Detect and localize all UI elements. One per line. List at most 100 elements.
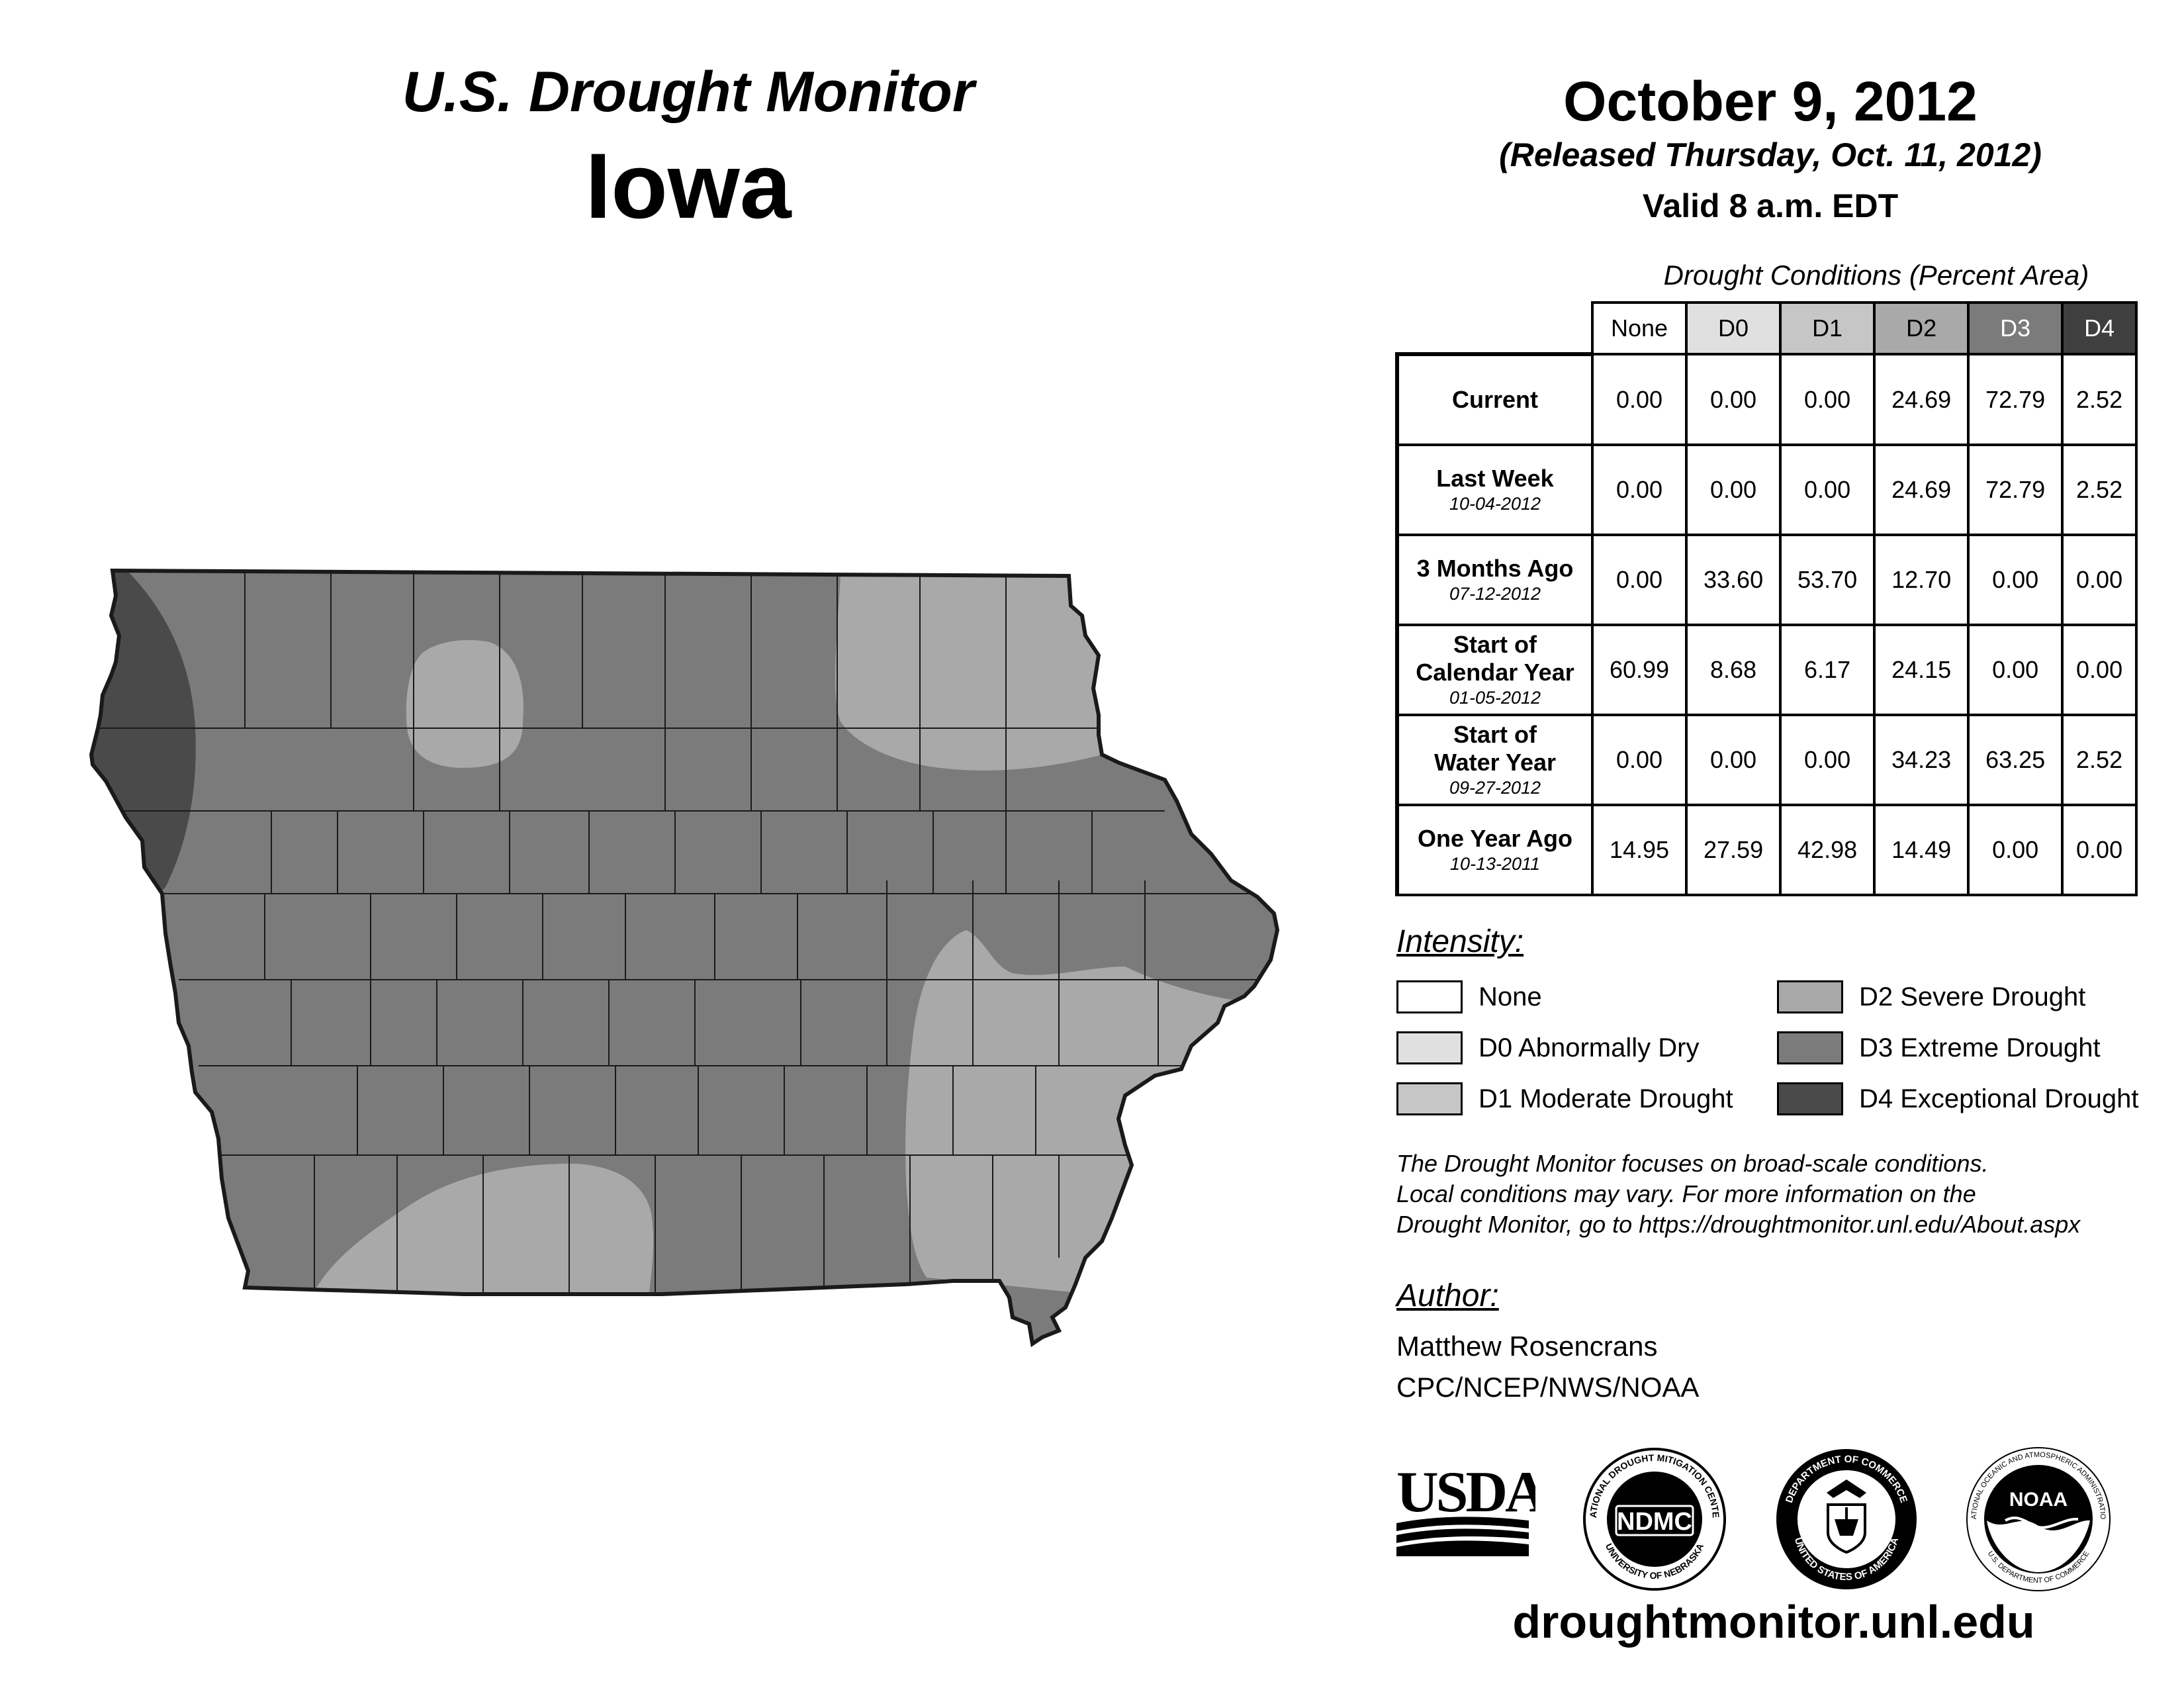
column-header-d4: D4: [2061, 301, 2138, 355]
table-cell: 2.52: [2061, 444, 2138, 536]
legend-swatch: [1396, 1031, 1463, 1064]
ndmc-logo: NATIONAL DROUGHT MITIGATION CENTER UNIVE…: [1582, 1446, 1726, 1591]
table-cell: 0.00: [1779, 444, 1876, 536]
table-cell: 0.00: [1967, 804, 2064, 896]
legend-label: D3 Extreme Drought: [1859, 1033, 2101, 1062]
table-cell: 12.70: [1873, 534, 1970, 626]
legend-swatch: [1777, 1031, 1843, 1064]
d3-extreme-drought-area: [91, 571, 1277, 1344]
table-cell: 33.60: [1685, 534, 1782, 626]
author-org: CPC/NCEP/NWS/NOAA: [1396, 1372, 1700, 1403]
state-name: Iowa: [585, 134, 792, 238]
table-cell: 72.79: [1967, 353, 2064, 446]
table-cell: 0.00: [2061, 804, 2138, 896]
table-cell: 0.00: [1590, 444, 1688, 536]
legend-item-d2: D2 Severe Drought: [1777, 978, 2085, 1015]
author-name: Matthew Rosencrans: [1396, 1331, 1658, 1362]
column-header-d2: D2: [1873, 301, 1970, 355]
table-cell: 0.00: [1685, 444, 1782, 536]
usda-logo: USDA: [1396, 1460, 1535, 1556]
author-info: Matthew Rosencrans CPC/NCEP/NWS/NOAA: [1396, 1326, 1699, 1408]
svg-text:USDA: USDA: [1396, 1460, 1535, 1524]
legend-swatch: [1396, 1082, 1463, 1115]
row-label: Start of Calendar Year 01-05-2012: [1395, 624, 1594, 716]
table-cell: 2.52: [2061, 353, 2138, 446]
author-title: Author:: [1396, 1278, 1499, 1313]
row-label: Current: [1395, 353, 1594, 446]
table-cell: 0.00: [1590, 534, 1688, 626]
svg-text:NOAA: NOAA: [2009, 1489, 2068, 1511]
legend-swatch: [1777, 980, 1843, 1013]
table-cell: 0.00: [1779, 714, 1876, 806]
legend-swatch: [1396, 980, 1463, 1013]
legend-item-d4: D4 Exceptional Drought: [1777, 1080, 2138, 1117]
table-cell: 24.69: [1873, 353, 1970, 446]
row-label: One Year Ago 10-13-2011: [1395, 804, 1594, 896]
table-cell: 0.00: [2061, 534, 2138, 626]
table-cell: 60.99: [1590, 624, 1688, 716]
website-link[interactable]: droughtmonitor.unl.edu: [1512, 1596, 2035, 1648]
legend-label: D0 Abnormally Dry: [1479, 1033, 1700, 1062]
table-row: One Year Ago 10-13-2011 14.95 27.59 42.98…: [1395, 804, 2138, 896]
table-cell: 0.00: [1685, 714, 1782, 806]
table-cell: 6.17: [1779, 624, 1876, 716]
table-cell: 27.59: [1685, 804, 1782, 896]
map-date: October 9, 2012: [1563, 70, 1978, 132]
legend-label: D1 Moderate Drought: [1479, 1084, 1733, 1113]
legend-item-d0: D0 Abnormally Dry: [1396, 1029, 1699, 1066]
legend-item-none: None: [1396, 978, 1542, 1015]
column-header-d1: D1: [1779, 301, 1876, 355]
noaa-logo: NATIONAL OCEANIC AND ATMOSPHERIC ADMINIS…: [1966, 1446, 2111, 1591]
table-row: Current 0.00 0.00 0.00 24.69 72.79 2.52: [1395, 353, 2138, 446]
row-label: 3 Months Ago 07-12-2012: [1395, 534, 1594, 626]
valid-time: Valid 8 a.m. EDT: [1642, 187, 1899, 224]
legend-item-d1: D1 Moderate Drought: [1396, 1080, 1733, 1117]
table-cell: 0.00: [2061, 624, 2138, 716]
table-cell: 0.00: [1967, 624, 2064, 716]
disclaimer-note: The Drought Monitor focuses on broad-sca…: [1396, 1150, 2081, 1238]
legend-item-d3: D3 Extreme Drought: [1777, 1029, 2101, 1066]
d2-severe-drought-area: [406, 639, 523, 768]
table-cell: 72.79: [1967, 444, 2064, 536]
column-header-none: None: [1590, 301, 1688, 355]
table-cell: 0.00: [1685, 353, 1782, 446]
table-cell: 2.52: [2061, 714, 2138, 806]
table-cell: 0.00: [1590, 353, 1688, 446]
release-date: (Released Thursday, Oct. 11, 2012): [1499, 136, 2042, 173]
department-of-commerce-seal: DEPARTMENT OF COMMERCE UNITED STATES OF …: [1776, 1449, 1917, 1589]
county-boundaries: [93, 571, 1277, 1297]
table-cell: 24.15: [1873, 624, 1970, 716]
table-row: 3 Months Ago 07-12-2012 0.00 33.60 53.70 …: [1395, 534, 2138, 626]
drought-conditions-table: None D0 D1 D2 D3 D4 Current 0.00 0.00 0.…: [1395, 301, 2138, 896]
column-header-d3: D3: [1967, 301, 2064, 355]
table-cell: 34.23: [1873, 714, 1970, 806]
table-cell: 0.00: [1967, 534, 2064, 626]
column-header-d0: D0: [1685, 301, 1782, 355]
table-caption: Drought Conditions (Percent Area): [1663, 259, 2089, 291]
iowa-drought-map: [0, 0, 1324, 1390]
d2-severe-drought-area: [905, 930, 1277, 1297]
d2-severe-drought-area: [835, 576, 1102, 771]
legend-title: Intensity:: [1396, 924, 1524, 959]
table-row: Start of Calendar Year 01-05-2012 60.99 8.…: [1395, 624, 2138, 716]
legend-label: D4 Exceptional Drought: [1859, 1084, 2139, 1113]
legend-swatch: [1777, 1082, 1843, 1115]
row-label: Start of Water Year 09-27-2012: [1395, 714, 1594, 806]
table-cell: 0.00: [1779, 353, 1876, 446]
table-cell: 42.98: [1779, 804, 1876, 896]
table-cell: 0.00: [1590, 714, 1688, 806]
table-row: Start of Water Year 09-27-2012 0.00 0.00 0…: [1395, 714, 2138, 806]
table-cell: 63.25: [1967, 714, 2064, 806]
table-row: Last Week 10-04-2012 0.00 0.00 0.00 24.69…: [1395, 444, 2138, 536]
table-cell: 14.49: [1873, 804, 1970, 896]
legend-label: D2 Severe Drought: [1859, 982, 2086, 1011]
table-cell: 24.69: [1873, 444, 1970, 536]
svg-text:NDMC: NDMC: [1617, 1508, 1692, 1536]
table-corner: [1397, 303, 1594, 356]
map-title: U.S. Drought Monitor: [402, 60, 975, 124]
table-cell: 53.70: [1779, 534, 1876, 626]
table-cell: 8.68: [1685, 624, 1782, 716]
legend-label: None: [1479, 982, 1542, 1011]
row-label: Last Week 10-04-2012: [1395, 444, 1594, 536]
table-cell: 14.95: [1590, 804, 1688, 896]
